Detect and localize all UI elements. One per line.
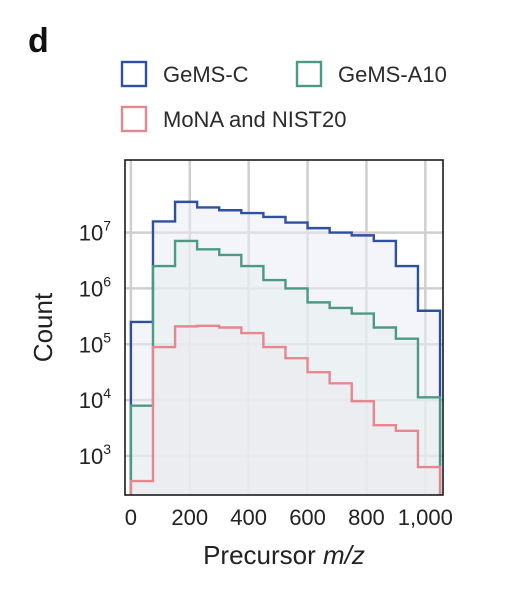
x-axis-label-prefix: Precursor xyxy=(203,540,323,570)
y-tick-label: 104 xyxy=(79,385,111,413)
x-axis-label: Precursor m/z xyxy=(203,540,365,570)
panel-label: d xyxy=(28,22,49,60)
series-step-line xyxy=(129,239,442,495)
y-tick-label: 106 xyxy=(79,273,111,301)
x-tick-label: 200 xyxy=(171,505,208,530)
legend-label: GeMS-C xyxy=(163,62,249,87)
series-step-line xyxy=(129,324,442,495)
y-tick-label: 105 xyxy=(79,329,111,357)
plot-frame xyxy=(124,159,444,496)
legend-label: GeMS-A10 xyxy=(338,62,447,87)
y-axis-label: Count xyxy=(28,292,58,362)
y-axis-ticks: 103 104 105 106 107 xyxy=(79,218,111,469)
legend-item: GeMS-A10 xyxy=(295,60,447,88)
x-tick-label: 800 xyxy=(348,505,385,530)
series-step-line xyxy=(129,200,442,495)
legend-swatch xyxy=(120,60,148,88)
legend-item: MoNA and NIST20 xyxy=(120,105,346,133)
legend-swatch xyxy=(120,105,148,133)
plot-area xyxy=(124,159,444,496)
legend-swatch xyxy=(295,60,323,88)
x-tick-label: 0 xyxy=(125,505,137,530)
series-mona-and-nist20 xyxy=(129,324,442,495)
x-axis-label-unit: m/z xyxy=(323,540,365,570)
legend: GeMS-C GeMS-A10 MoNA and NIST20 xyxy=(120,60,447,133)
y-tick-label: 107 xyxy=(79,218,111,246)
x-tick-label: 400 xyxy=(230,505,267,530)
y-tick-label: 103 xyxy=(79,441,111,469)
x-axis-ticks: 0 200 400 600 800 1,000 xyxy=(125,505,453,530)
x-tick-label: 600 xyxy=(289,505,326,530)
x-tick-label: 1,000 xyxy=(398,505,453,530)
legend-label: MoNA and NIST20 xyxy=(163,107,346,132)
series-fill xyxy=(130,325,441,495)
legend-item: GeMS-C xyxy=(120,60,249,88)
